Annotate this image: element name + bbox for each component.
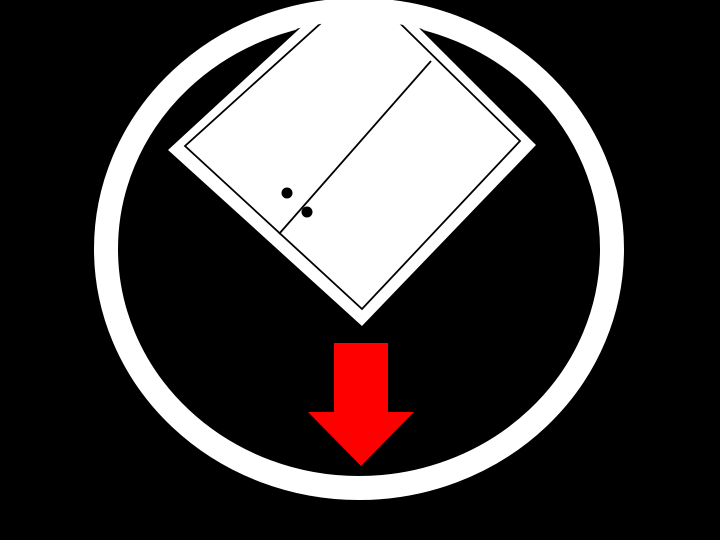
door-handle-right bbox=[301, 206, 313, 218]
circle-ring-icon bbox=[94, 0, 624, 500]
door-handle-left bbox=[281, 187, 293, 199]
door-seam bbox=[278, 60, 432, 235]
tilted-double-door-icon bbox=[165, 21, 539, 329]
door-panel bbox=[183, 21, 522, 311]
down-arrow-icon bbox=[308, 343, 414, 466]
